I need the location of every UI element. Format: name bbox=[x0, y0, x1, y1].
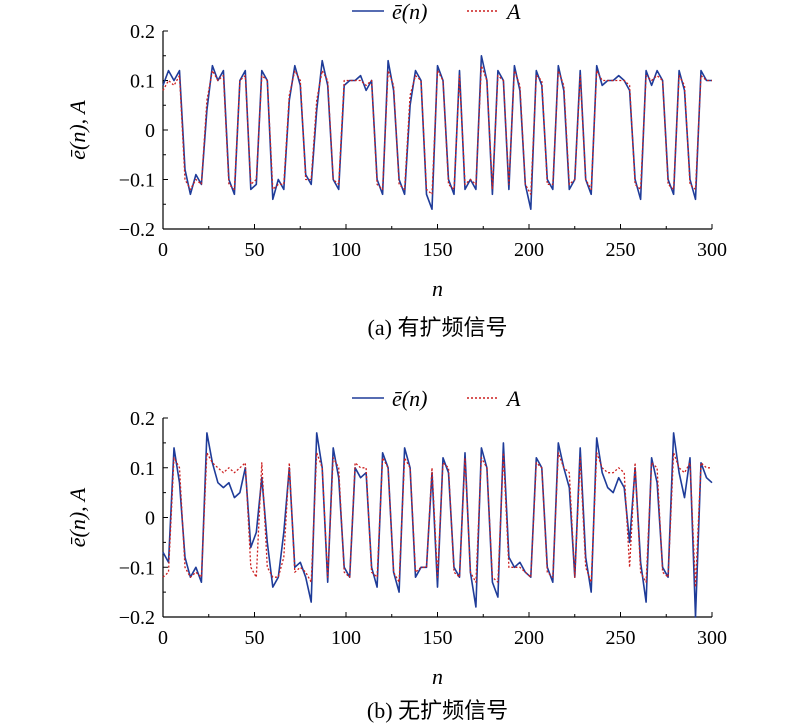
y-axis-label: ē(n), A bbox=[65, 487, 90, 547]
panel-caption: (b) 无扩频信号 bbox=[367, 698, 508, 723]
x-axis-label: n bbox=[432, 276, 443, 301]
x-tick-label: 100 bbox=[331, 627, 361, 649]
series-line-e-bar bbox=[162, 432, 713, 618]
x-tick-label: 250 bbox=[606, 627, 636, 649]
y-tick-label: 0.2 bbox=[130, 21, 155, 43]
y-tick-label: 0 bbox=[145, 120, 155, 142]
y-tick-label: −0.1 bbox=[119, 170, 155, 192]
x-tick-label: 0 bbox=[158, 627, 168, 649]
x-tick-label: 300 bbox=[697, 239, 727, 261]
x-tick-label: 50 bbox=[245, 239, 265, 261]
y-tick-label: −0.2 bbox=[119, 607, 155, 629]
y-tick-label: 0.1 bbox=[130, 458, 155, 480]
series-line-a bbox=[162, 452, 712, 588]
series-line-e-bar bbox=[162, 54, 712, 210]
x-tick-label: 250 bbox=[606, 239, 636, 261]
chart-panel-a: 0 50 100 150 200 250 300 0.2 0.1 0 −0.1 −0.2 ē(n), A… bbox=[65, 0, 727, 340]
x-tick-label: 300 bbox=[697, 627, 727, 649]
x-tick-label: 50 bbox=[245, 627, 265, 649]
chart-panel-b: 0 50 100 150 200 250 300 0.2 0.1 0 −0.1 −0.2 ē(n), A… bbox=[65, 386, 727, 723]
x-tick-label: 200 bbox=[514, 239, 544, 261]
y-tick-label: −0.1 bbox=[119, 557, 155, 579]
x-tick-label: 150 bbox=[423, 239, 453, 261]
panel-caption: (a) 有扩频信号 bbox=[368, 315, 508, 340]
y-tick-label: −0.2 bbox=[119, 219, 155, 241]
legend-label-e-bar: ē(n) bbox=[392, 0, 427, 24]
y-tick-label: 0 bbox=[145, 508, 155, 530]
x-tick-label: 150 bbox=[423, 627, 453, 649]
x-tick-label: 0 bbox=[158, 239, 168, 261]
y-axis-label: ē(n), A bbox=[65, 100, 90, 160]
y-tick-label: 0.2 bbox=[130, 408, 155, 430]
x-tick-label: 100 bbox=[331, 239, 361, 261]
x-tick-label: 200 bbox=[514, 627, 544, 649]
series-line-a bbox=[162, 65, 712, 195]
y-tick-label: 0.1 bbox=[130, 71, 155, 93]
legend-label-a: A bbox=[505, 0, 521, 24]
x-axis-label: n bbox=[432, 664, 443, 689]
legend-label-e-bar: ē(n) bbox=[392, 386, 427, 411]
legend-label-a: A bbox=[505, 386, 521, 411]
